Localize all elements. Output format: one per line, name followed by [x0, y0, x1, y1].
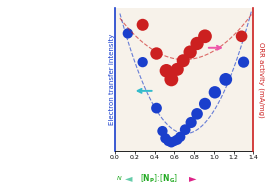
Point	[154, 52, 159, 55]
Point	[175, 138, 179, 141]
Point	[203, 102, 207, 105]
Text: N: N	[117, 176, 121, 181]
Point	[175, 68, 179, 71]
Text: ◄: ◄	[125, 174, 133, 184]
Point	[203, 35, 207, 38]
Point	[125, 32, 130, 35]
Text: $[\mathregular{N_P}]\!:\![\mathregular{N_G}]$: $[\mathregular{N_P}]\!:\![\mathregular{N…	[140, 172, 178, 185]
Point	[172, 140, 176, 143]
Point	[189, 121, 193, 124]
Point	[241, 61, 246, 64]
Point	[195, 112, 199, 115]
Point	[195, 42, 199, 45]
Y-axis label: ORR activity (mA/mg): ORR activity (mA/mg)	[258, 42, 264, 117]
Point	[224, 78, 228, 81]
Text: ►: ►	[189, 174, 196, 184]
Y-axis label: Electron transfer intensity: Electron transfer intensity	[109, 34, 115, 125]
Point	[166, 140, 171, 143]
Point	[140, 23, 145, 26]
Point	[213, 91, 217, 94]
Point	[154, 107, 159, 110]
Point	[239, 35, 244, 38]
Point	[140, 61, 145, 64]
Point	[163, 137, 168, 140]
Point	[160, 130, 165, 133]
Point	[164, 69, 169, 72]
Point	[183, 128, 188, 131]
Point	[181, 59, 185, 62]
Point	[178, 135, 183, 138]
Point	[188, 51, 192, 54]
Point	[169, 78, 174, 81]
Point	[169, 141, 174, 144]
